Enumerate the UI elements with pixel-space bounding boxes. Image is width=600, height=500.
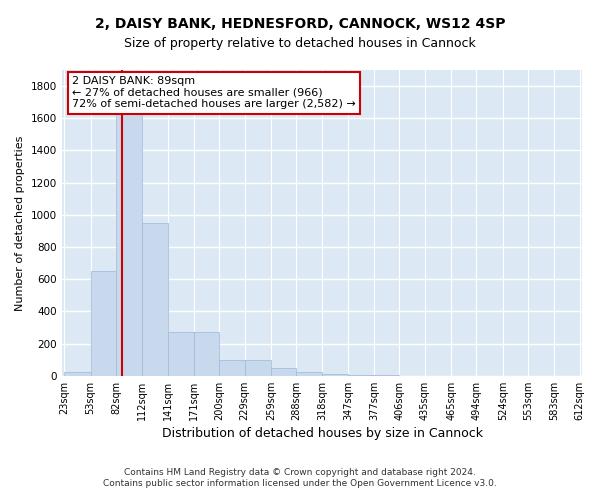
Bar — [322, 374, 348, 376]
Y-axis label: Number of detached properties: Number of detached properties — [15, 135, 25, 310]
Bar — [116, 110, 142, 376]
Bar — [91, 271, 116, 376]
Bar — [142, 223, 167, 376]
Bar — [64, 372, 91, 376]
Bar — [296, 372, 322, 376]
Bar — [348, 375, 374, 376]
Bar — [374, 375, 400, 376]
Bar — [194, 332, 219, 376]
Bar — [245, 360, 271, 376]
Bar — [271, 368, 296, 376]
Text: 2, DAISY BANK, HEDNESFORD, CANNOCK, WS12 4SP: 2, DAISY BANK, HEDNESFORD, CANNOCK, WS12… — [95, 18, 505, 32]
Bar — [219, 360, 245, 376]
X-axis label: Distribution of detached houses by size in Cannock: Distribution of detached houses by size … — [161, 427, 482, 440]
Text: 2 DAISY BANK: 89sqm
← 27% of detached houses are smaller (966)
72% of semi-detac: 2 DAISY BANK: 89sqm ← 27% of detached ho… — [72, 76, 356, 110]
Bar — [167, 332, 194, 376]
Text: Size of property relative to detached houses in Cannock: Size of property relative to detached ho… — [124, 38, 476, 51]
Text: Contains HM Land Registry data © Crown copyright and database right 2024.
Contai: Contains HM Land Registry data © Crown c… — [103, 468, 497, 487]
